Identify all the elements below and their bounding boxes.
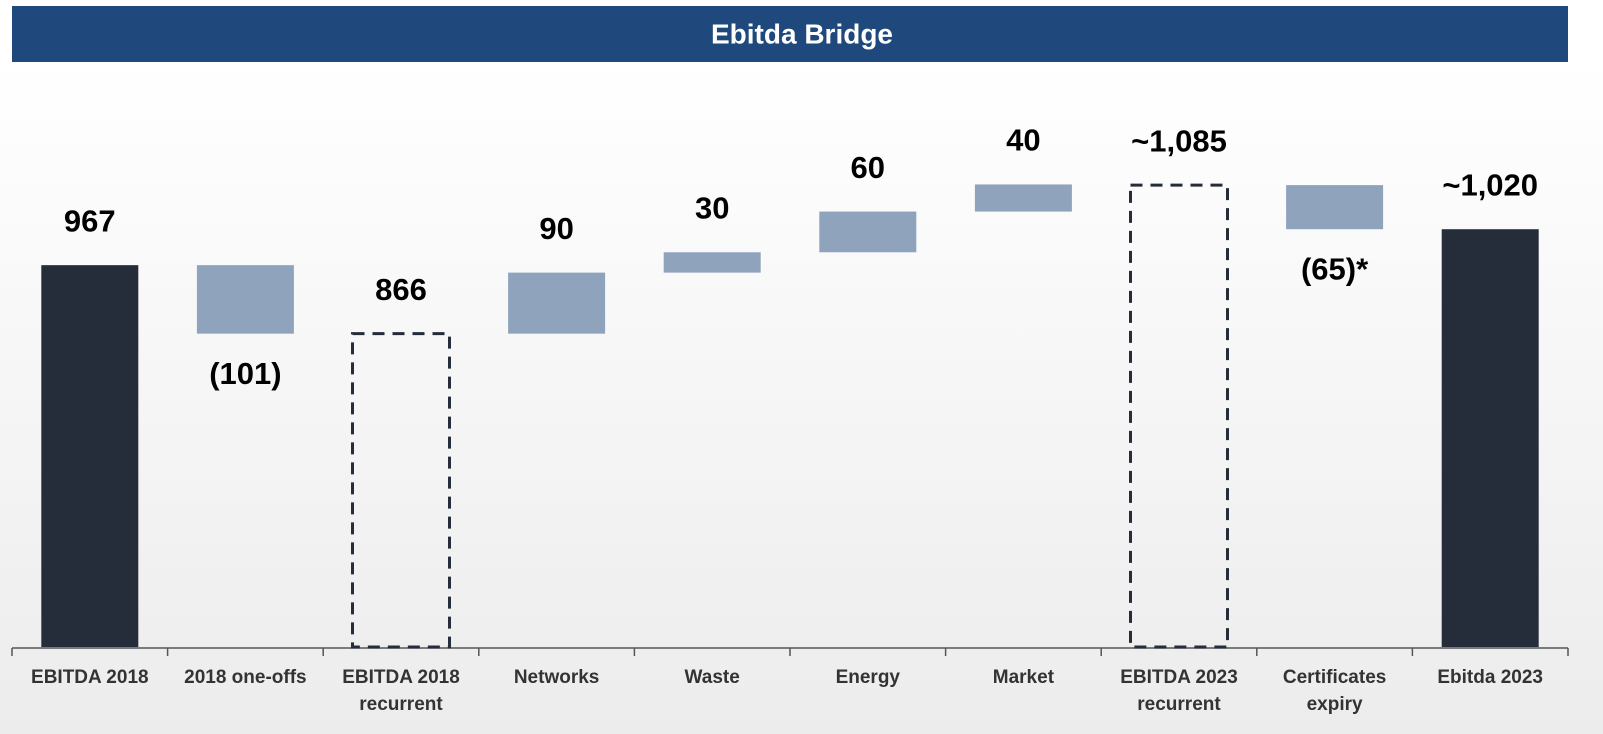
value-label: ~1,085	[1131, 123, 1227, 158]
value-label: (65)*	[1301, 251, 1369, 286]
bar	[196, 265, 294, 334]
x-tick-label: EBITDA 2018	[31, 667, 149, 688]
x-tick-label: Ebitda 2023	[1437, 667, 1543, 688]
value-label: (101)	[209, 356, 281, 391]
value-label: 90	[539, 211, 573, 246]
chart-title: Ebitda Bridge	[711, 18, 893, 49]
x-tick-label: Waste	[684, 667, 740, 688]
x-tick-label: EBITDA 2023 recurrent	[1120, 667, 1238, 715]
x-tick-label: EBITDA 2018 recurrent	[342, 667, 460, 715]
bar	[663, 252, 761, 273]
bar	[974, 184, 1072, 212]
value-label: 30	[695, 190, 729, 225]
value-label: 866	[375, 272, 427, 307]
value-label: 40	[1006, 123, 1040, 158]
bar	[1286, 185, 1384, 230]
value-label: 60	[851, 150, 885, 185]
bar	[508, 272, 606, 334]
bar	[1441, 229, 1539, 648]
title-bar	[12, 6, 1568, 62]
background	[0, 62, 1603, 734]
bar	[41, 265, 139, 647]
x-tick-label: Networks	[513, 667, 600, 688]
value-label: 967	[64, 203, 116, 238]
bar	[351, 332, 451, 649]
bar	[1129, 183, 1229, 649]
value-label: ~1,020	[1442, 167, 1538, 202]
bar	[819, 211, 917, 253]
x-tick-label: Market	[992, 667, 1055, 688]
x-tick-label: Energy	[835, 667, 900, 688]
x-tick-label: Certificates expiry	[1282, 667, 1387, 715]
x-tick-label: 2018 one-offs	[184, 667, 307, 688]
